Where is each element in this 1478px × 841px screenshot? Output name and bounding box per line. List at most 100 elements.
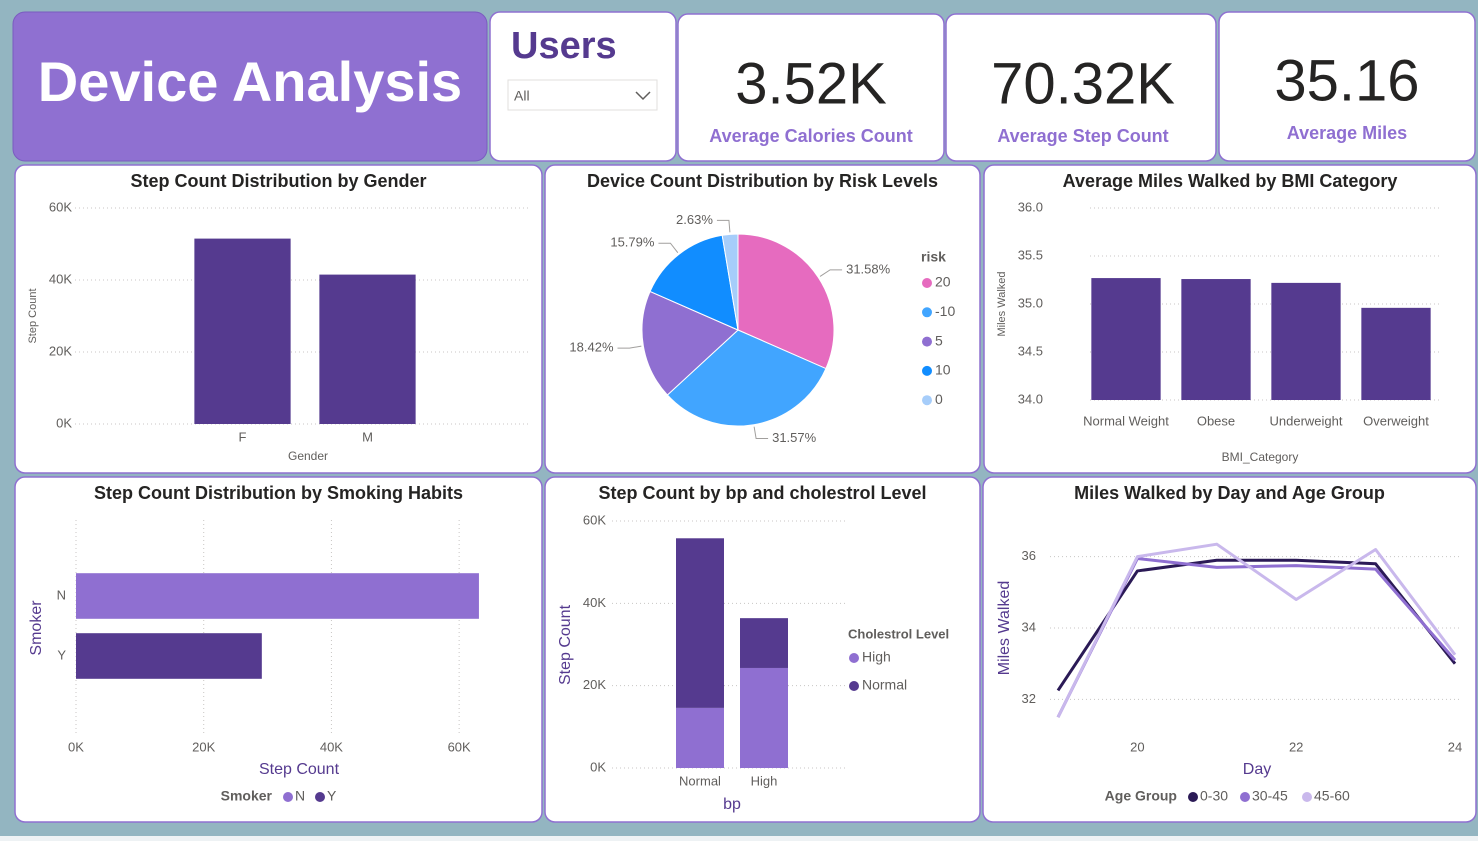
x-tick-label: High [751,773,778,788]
card-value: 35.16 [1274,48,1419,113]
x-tick-label: 40K [320,739,343,754]
legend-title: risk [921,249,946,265]
legend-swatch [922,278,932,288]
data-label: 31.58% [846,261,891,276]
y-axis-title: Step Count [27,288,39,343]
slicer-value: All [514,88,530,104]
bar [1091,278,1161,400]
legend-label: 20 [935,274,951,290]
x-axis-title: bp [723,796,741,813]
x-tick-label: 20 [1130,739,1144,754]
x-tick-label: 24 [1448,739,1462,754]
legend-label: 45-60 [1314,788,1350,804]
chart-title: Miles Walked by Day and Age Group [1074,483,1385,503]
card-value: 3.52K [735,51,887,116]
leader-line [658,242,679,253]
chart-title: Device Count Distribution by Risk Levels [587,171,938,191]
line [1056,558,1457,692]
legend-label: Normal [862,677,907,693]
x-tick-label: Normal [679,773,721,788]
card-value: 70.32K [991,51,1175,116]
legend-swatch [922,365,932,376]
legend-swatch [315,792,325,802]
card [1218,11,1476,162]
y-tick-label: 35.0 [1018,295,1043,310]
legend-label: 0-30 [1200,788,1228,804]
x-axis-title: Gender [288,449,328,463]
card [945,13,1217,162]
bar-segment [740,618,788,668]
x-axis-title: BMI_Category [1222,450,1299,464]
y-tick-label: 20K [49,343,72,358]
y-axis-title: Smoker [28,600,45,656]
y-tick-label: 36 [1022,548,1036,563]
legend-swatch [1188,792,1198,802]
bar-segment [676,707,724,768]
x-axis-title: Day [1243,761,1271,778]
y-tick-label: 0K [590,759,606,774]
x-tick-label: F [239,429,247,444]
legend-swatch [922,307,932,318]
chart-panel [982,476,1477,823]
x-tick-label: Underweight [1270,413,1343,428]
legend-label: Y [327,788,337,804]
y-tick-label: 35.5 [1018,247,1043,262]
pie-slice [649,234,739,331]
pie-slice [721,233,739,331]
x-tick-label: 0K [68,739,84,754]
y-tick-label: 36.0 [1018,199,1043,214]
leader-line [617,345,642,349]
y-tick-label: 60K [49,199,72,214]
y-tick-label: 32 [1022,691,1036,706]
legend-swatch [849,653,859,663]
legend-swatch [849,681,859,691]
legend-swatch [283,792,293,802]
data-label: 2.63% [676,212,713,227]
legend-swatch [1302,792,1312,802]
x-tick-label: 22 [1289,739,1303,754]
y-tick-label: 60K [583,512,606,527]
x-tick-label: 60K [448,739,471,754]
y-tick-label: 34.5 [1018,343,1043,358]
bar [76,633,262,679]
y-tick-label: 40K [49,271,72,286]
y-tick-label: 34.0 [1018,391,1043,406]
bar [319,274,416,424]
bar [194,238,291,424]
slicer-label: Users [511,25,617,67]
dropdown-chevron [635,91,651,101]
x-tick-label: Normal Weight [1083,413,1169,428]
legend-title: Cholestrol Level [848,626,949,641]
y-tick-label: 0K [56,415,72,430]
legend-swatch [922,336,932,347]
bar-segment [740,667,788,768]
card-label: Average Calories Count [709,126,912,146]
y-tick-label: 40K [583,595,606,610]
card-label: Average Miles [1287,123,1407,143]
bottom-bar [0,836,1478,841]
bar [1361,307,1431,400]
slicer-dropdown[interactable] [507,79,658,111]
legend-label: -10 [935,303,955,319]
legend-label: N [295,788,305,804]
data-label: 15.79% [610,235,655,250]
data-label: 18.42% [569,340,614,355]
bar-segment [676,538,724,708]
y-tick-label: 20K [583,677,606,692]
card-label: Average Step Count [997,126,1168,146]
data-label: 31.57% [772,430,817,445]
pie-slice [666,329,827,427]
leader-line [716,219,731,233]
chart-panel [14,476,543,823]
legend-title: Smoker [221,788,273,804]
bar [76,573,479,619]
x-tick-label: 20K [192,739,215,754]
chart-title: Step Count Distribution by Gender [131,171,427,191]
x-axis-title: Step Count [259,761,340,778]
pie-slice [737,233,835,370]
chart-title: Step Count by bp and cholestrol Level [598,483,926,503]
chart-title: Average Miles Walked by BMI Category [1063,171,1398,191]
y-tick-label: N [57,587,66,602]
pie-slice [641,290,739,396]
